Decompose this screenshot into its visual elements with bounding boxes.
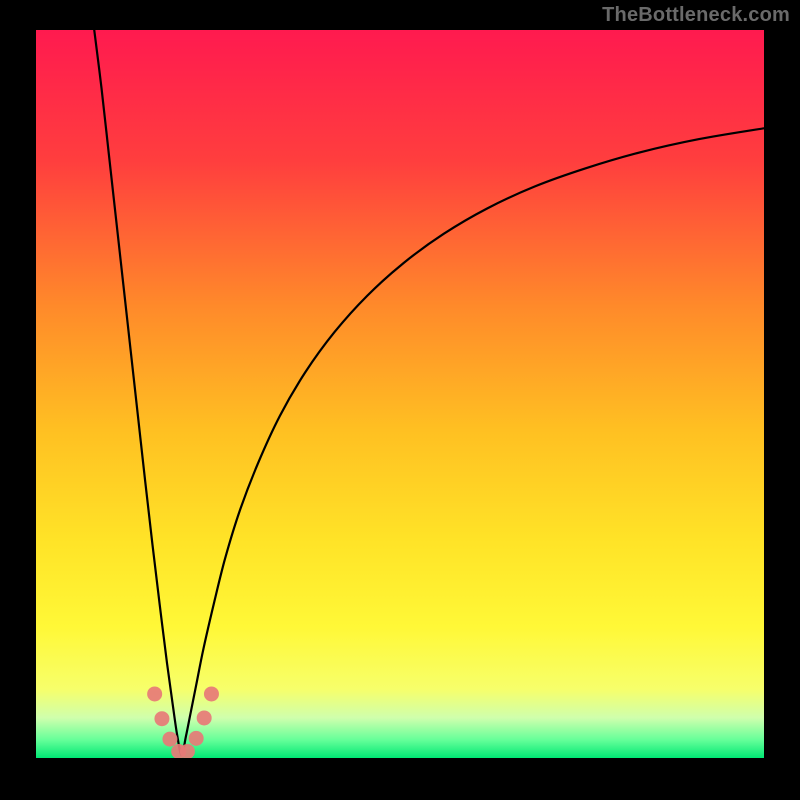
marker-dot: [147, 686, 162, 701]
plot-area: [36, 30, 764, 758]
chart-svg: [0, 0, 800, 800]
marker-dot: [197, 710, 212, 725]
marker-dot: [154, 711, 169, 726]
stage: TheBottleneck.com: [0, 0, 800, 800]
marker-dot: [162, 732, 177, 747]
watermark-text: TheBottleneck.com: [602, 4, 790, 27]
marker-dot: [204, 686, 219, 701]
marker-dot: [189, 731, 204, 746]
marker-dot: [180, 744, 195, 759]
